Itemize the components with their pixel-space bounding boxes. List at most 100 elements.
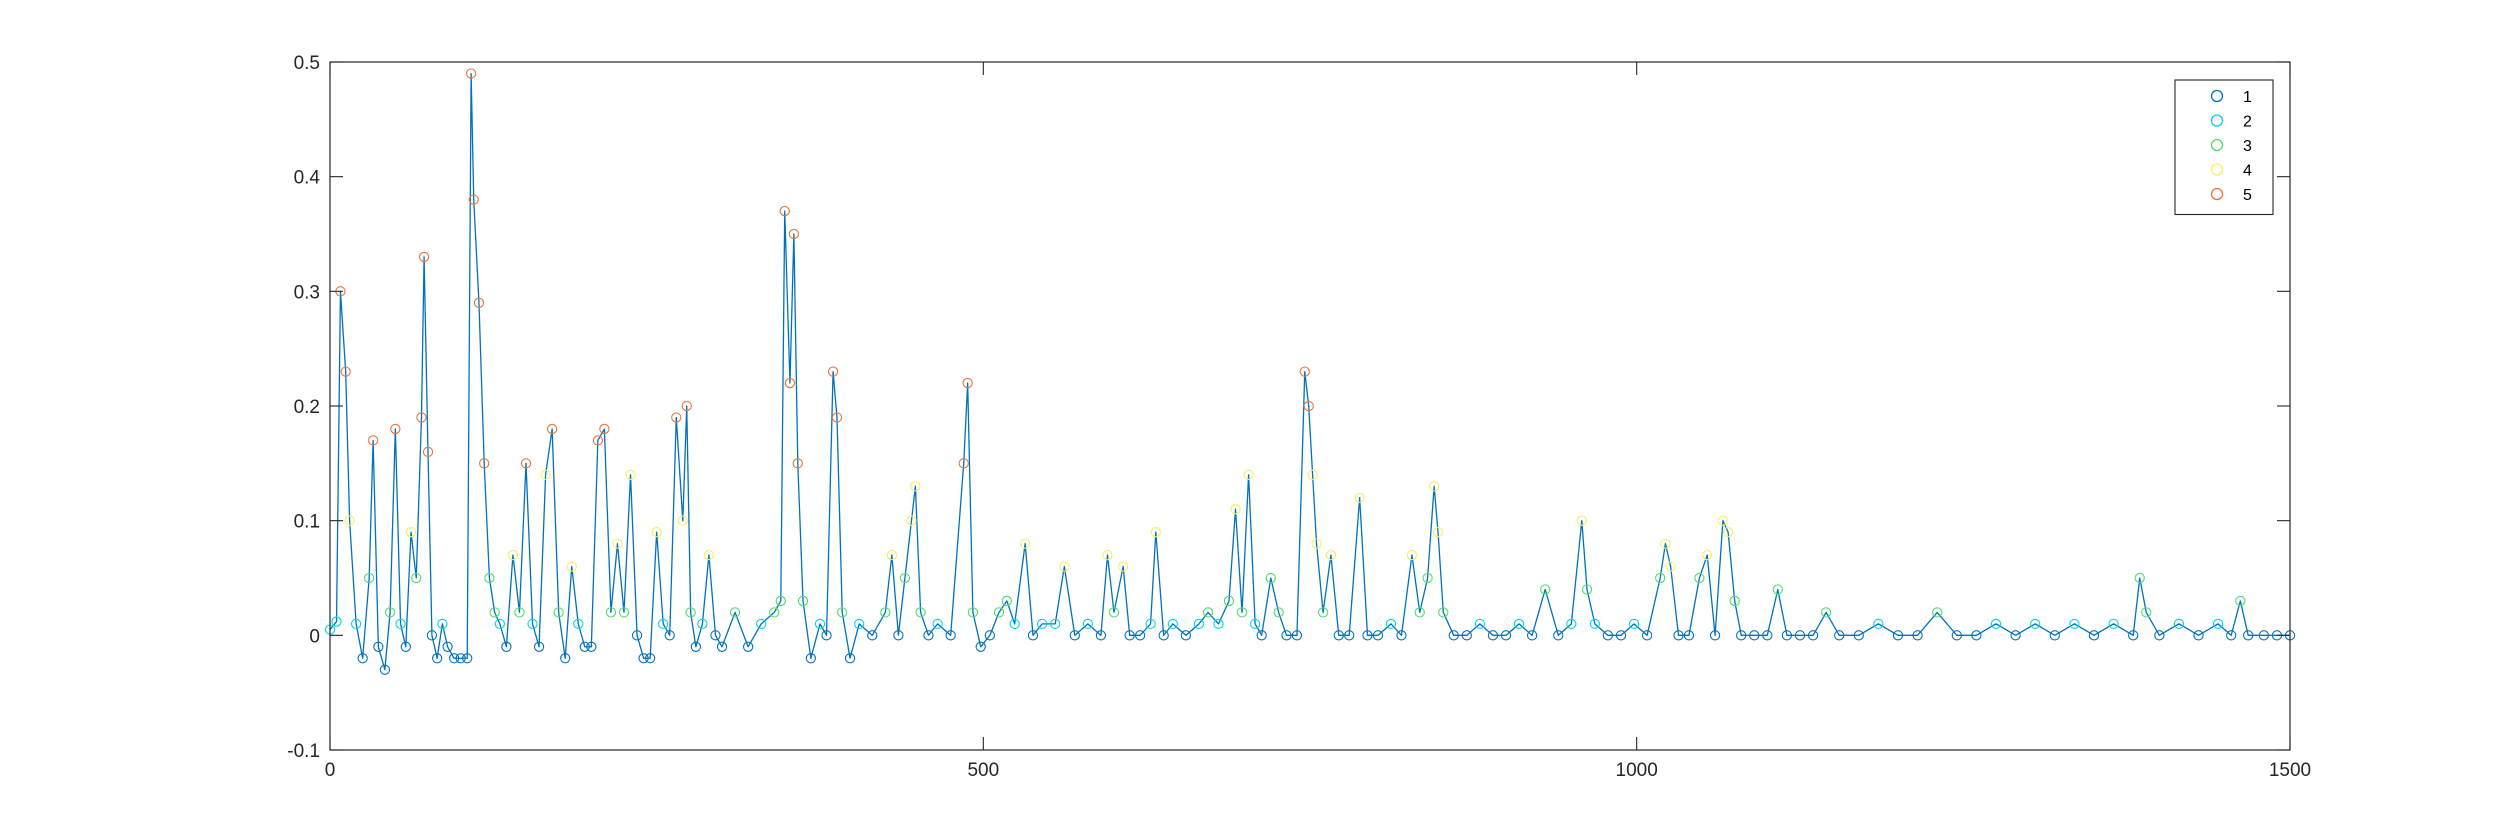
- data-point: [1717, 515, 1729, 526]
- data-point: [340, 366, 351, 377]
- data-point: [1932, 607, 1943, 618]
- data-point: [1665, 561, 1676, 572]
- data-point: [1500, 630, 1512, 641]
- legend-label: 2: [2243, 114, 2252, 131]
- data-point: [2069, 618, 2080, 630]
- data-point: [1474, 618, 1486, 630]
- data-point: [533, 641, 545, 652]
- data-point: [546, 423, 558, 435]
- x-tick-label: 1500: [2269, 760, 2311, 781]
- data-point: [844, 653, 856, 664]
- data-point: [1325, 549, 1337, 561]
- data-point: [1354, 492, 1365, 503]
- data-point: [1526, 630, 1538, 641]
- data-point: [1581, 584, 1593, 595]
- data-point: [1709, 630, 1721, 641]
- data-point: [1683, 630, 1695, 641]
- data-point: [379, 664, 391, 675]
- data-point: [886, 549, 898, 561]
- data-point: [514, 607, 525, 618]
- data-point: [775, 595, 786, 607]
- data-point: [1772, 584, 1783, 595]
- data-point: [792, 458, 803, 469]
- data-point: [489, 607, 500, 618]
- data-point: [2243, 630, 2254, 641]
- data-point: [1990, 618, 2002, 630]
- data-point: [2030, 618, 2041, 630]
- data-point: [867, 630, 878, 641]
- data-point: [932, 618, 943, 630]
- data-point: [1001, 595, 1012, 607]
- data-point: [729, 607, 741, 618]
- data-point: [2088, 630, 2100, 641]
- data-point: [967, 607, 979, 618]
- data-point: [1243, 469, 1254, 480]
- data-point: [1344, 630, 1355, 641]
- data-point: [612, 538, 623, 549]
- data-point: [1180, 630, 1192, 641]
- data-point: [411, 572, 422, 584]
- data-point: [2108, 618, 2119, 630]
- data-point: [779, 205, 790, 217]
- data-point: [1150, 526, 1161, 538]
- data-point: [797, 595, 809, 607]
- legend-marker: [2210, 114, 2224, 127]
- legend-label: 4: [2243, 163, 2252, 180]
- y-tick-label: -0.1: [287, 741, 320, 762]
- data-point: [566, 561, 577, 572]
- data-point: [422, 446, 434, 458]
- data-point: [1602, 630, 1614, 641]
- data-point: [462, 653, 473, 664]
- data-point: [1461, 630, 1472, 641]
- data-point: [426, 630, 438, 641]
- data-point: [685, 607, 696, 618]
- data-point: [756, 618, 767, 630]
- data-point: [915, 607, 926, 618]
- data-point: [560, 653, 571, 664]
- data-point: [697, 618, 708, 630]
- data-point: [769, 607, 780, 618]
- legend-label: 3: [2243, 138, 2252, 155]
- data-point: [484, 572, 495, 584]
- data-point: [1223, 595, 1235, 607]
- data-point: [1385, 618, 1397, 630]
- data-point: [1794, 630, 1806, 641]
- x-tick-label: 1000: [1616, 760, 1658, 781]
- data-point: [814, 618, 826, 630]
- data-point: [742, 641, 754, 652]
- data-point: [501, 641, 512, 652]
- data-point: [579, 641, 590, 652]
- data-point: [658, 618, 669, 630]
- data-point: [1050, 618, 1061, 630]
- data-point: [1781, 630, 1793, 641]
- data-point: [671, 412, 682, 423]
- data-point: [703, 549, 715, 561]
- y-tick-label: 0.1: [294, 512, 320, 533]
- data-point: [416, 412, 427, 423]
- data-point: [644, 653, 656, 664]
- data-point: [1422, 572, 1433, 584]
- data-point: [1729, 595, 1740, 607]
- data-point: [1807, 630, 1819, 641]
- y-tick-label: 0: [309, 626, 320, 647]
- legend-marker: [2210, 89, 2224, 103]
- data-point: [494, 618, 506, 630]
- data-point: [837, 607, 848, 618]
- data-point: [788, 228, 800, 240]
- data-point: [854, 618, 865, 630]
- data-point: [1406, 549, 1418, 561]
- data-point: [651, 526, 662, 538]
- data-point: [1307, 469, 1318, 480]
- data-point: [431, 653, 443, 664]
- data-point: [2010, 630, 2021, 641]
- data-point: [1576, 515, 1587, 526]
- y-tick-label: 0.5: [294, 53, 320, 74]
- data-point: [923, 630, 934, 641]
- data-point: [1158, 630, 1169, 641]
- data-point: [465, 68, 477, 79]
- data-point: [364, 572, 375, 584]
- data-point: [1009, 618, 1020, 630]
- data-point: [821, 630, 832, 641]
- data-point: [1513, 618, 1525, 630]
- data-point: [1736, 630, 1747, 641]
